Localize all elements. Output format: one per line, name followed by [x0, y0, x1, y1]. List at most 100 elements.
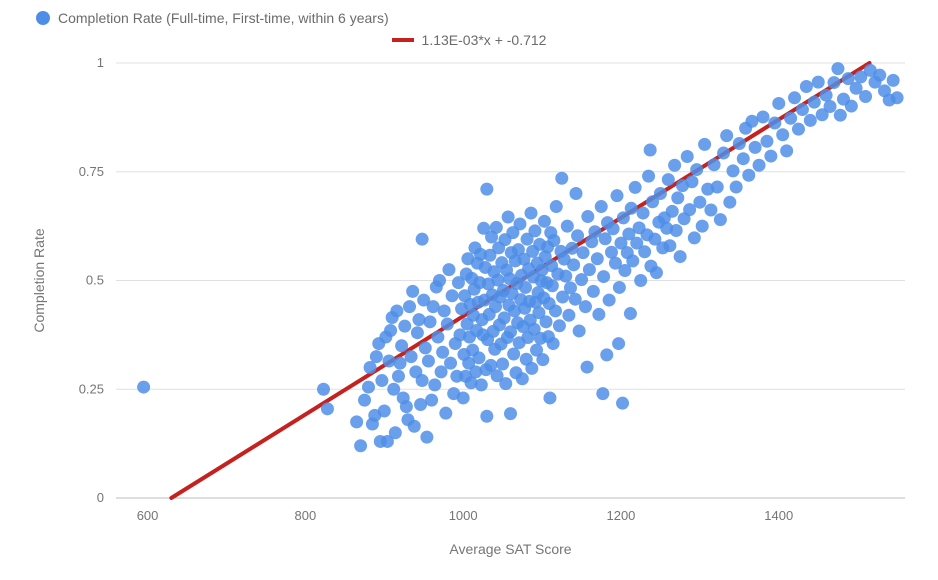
data-point: [596, 387, 609, 400]
data-point: [567, 258, 580, 271]
data-point: [442, 263, 455, 276]
data-point: [579, 300, 592, 313]
data-point: [507, 348, 520, 361]
data-point: [624, 307, 637, 320]
data-point: [436, 346, 449, 359]
data-point: [561, 220, 574, 233]
data-point: [714, 213, 727, 226]
data-point: [354, 439, 367, 452]
data-point: [550, 200, 563, 213]
data-point: [395, 339, 408, 352]
data-point: [690, 163, 703, 176]
data-point: [808, 96, 821, 109]
data-point: [390, 304, 403, 317]
data-point: [420, 431, 433, 444]
data-point: [611, 189, 624, 202]
data-point: [693, 196, 706, 209]
data-point: [392, 370, 405, 383]
data-point: [726, 164, 739, 177]
data-point: [760, 135, 773, 148]
data-point: [547, 337, 560, 350]
data-point: [412, 313, 425, 326]
data-point: [696, 220, 709, 233]
data-point: [480, 410, 493, 423]
data-point: [536, 353, 549, 366]
data-point: [600, 348, 613, 361]
data-point: [749, 141, 762, 154]
data-point: [603, 294, 616, 307]
data-point: [668, 159, 681, 172]
data-point: [569, 187, 582, 200]
data-point: [441, 318, 454, 331]
data-point: [350, 415, 363, 428]
data-point: [800, 80, 813, 93]
x-axis-title: Average SAT Score: [449, 541, 571, 557]
data-point: [490, 221, 503, 234]
data-point: [616, 397, 629, 410]
data-point: [546, 279, 559, 292]
data-point: [405, 350, 418, 363]
data-point: [674, 250, 687, 263]
x-tick-label: 800: [295, 508, 317, 523]
data-point: [626, 254, 639, 267]
data-point: [444, 357, 457, 370]
data-point: [723, 196, 736, 209]
data-point: [446, 289, 459, 302]
legend-series-label: Completion Rate (Full-time, First-time, …: [58, 10, 389, 26]
data-point: [583, 263, 596, 276]
data-point: [581, 361, 594, 374]
data-point: [394, 357, 407, 370]
data-point: [403, 300, 416, 313]
data-point: [776, 128, 789, 141]
data-point: [438, 304, 451, 317]
data-point: [637, 207, 650, 220]
data-point: [670, 224, 683, 237]
x-tick-label: 1200: [606, 508, 635, 523]
data-point: [317, 383, 330, 396]
data-point: [559, 270, 572, 283]
data-point: [595, 200, 608, 213]
data-point: [502, 210, 515, 223]
data-point: [742, 169, 755, 182]
data-point: [553, 319, 566, 332]
data-point: [528, 224, 541, 237]
data-point: [587, 285, 600, 298]
legend-series-swatch: [36, 11, 50, 25]
data-point: [472, 351, 485, 364]
y-tick-label: 0.75: [79, 164, 104, 179]
data-point: [389, 426, 402, 439]
data-point: [607, 222, 620, 235]
data-point: [681, 150, 694, 163]
data-point: [549, 304, 562, 317]
data-point: [562, 309, 575, 322]
data-point: [422, 354, 435, 367]
data-point: [411, 326, 424, 339]
y-tick-label: 0: [97, 490, 104, 505]
y-tick-label: 0.25: [79, 381, 104, 396]
y-tick-label: 0.5: [86, 273, 104, 288]
data-point: [362, 381, 375, 394]
data-point: [496, 358, 509, 371]
data-point: [671, 191, 684, 204]
data-point: [720, 129, 733, 142]
x-tick-label: 600: [137, 508, 159, 523]
data-point: [370, 350, 383, 363]
data-point: [834, 109, 847, 122]
data-point: [824, 100, 837, 113]
data-point: [592, 308, 605, 321]
data-point: [564, 281, 577, 294]
data-point: [543, 391, 556, 404]
data-point: [525, 207, 538, 220]
data-point: [704, 204, 717, 217]
data-point: [688, 231, 701, 244]
data-point: [772, 97, 785, 110]
data-point: [733, 137, 746, 150]
data-point: [642, 170, 655, 183]
data-point: [711, 180, 724, 193]
data-point: [756, 110, 769, 123]
data-point: [480, 183, 493, 196]
data-point: [540, 315, 553, 328]
data-point: [408, 420, 421, 433]
data-point: [571, 229, 584, 242]
data-point: [788, 91, 801, 104]
